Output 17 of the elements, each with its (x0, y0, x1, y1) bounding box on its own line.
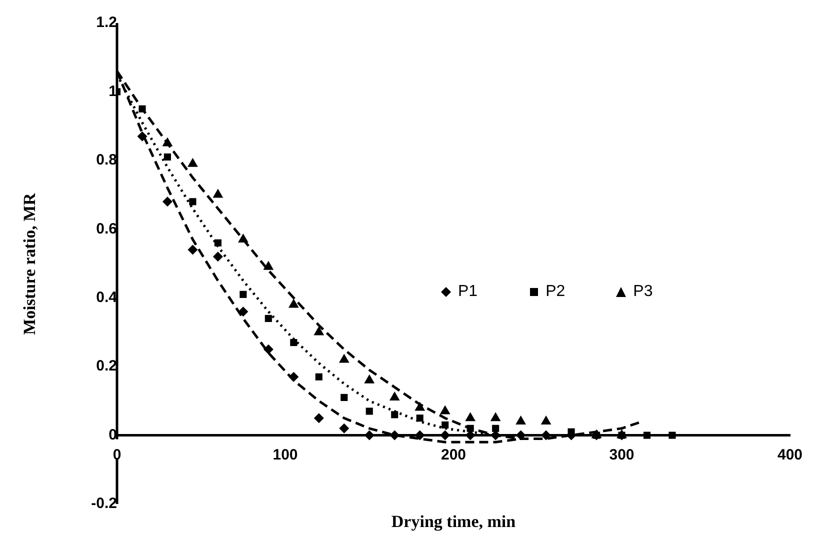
y-tick-label: 1 (108, 82, 117, 100)
legend-label: P2 (546, 283, 566, 301)
legend-label: P1 (458, 283, 478, 301)
legend-label: P3 (633, 283, 653, 301)
y-tick-label: 0.8 (96, 152, 117, 169)
y-tick-label: 1.2 (96, 14, 117, 32)
y-tick-label: 0 (108, 426, 117, 444)
x-tick-label: 300 (609, 446, 634, 464)
x-tick-label: 100 (272, 446, 298, 464)
x-tick-label: 400 (777, 446, 803, 464)
x-axis-title: Drying time, min (390, 512, 517, 532)
y-axis-title: Moisture ratio, MR (20, 193, 40, 335)
y-tick-label: 0.6 (96, 220, 117, 238)
y-tick-label: 0.4 (96, 289, 118, 306)
y-tick-label: 0.2 (96, 358, 117, 375)
x-tick-label: 200 (440, 446, 466, 464)
y-tick-label: -0.2 (91, 495, 117, 512)
